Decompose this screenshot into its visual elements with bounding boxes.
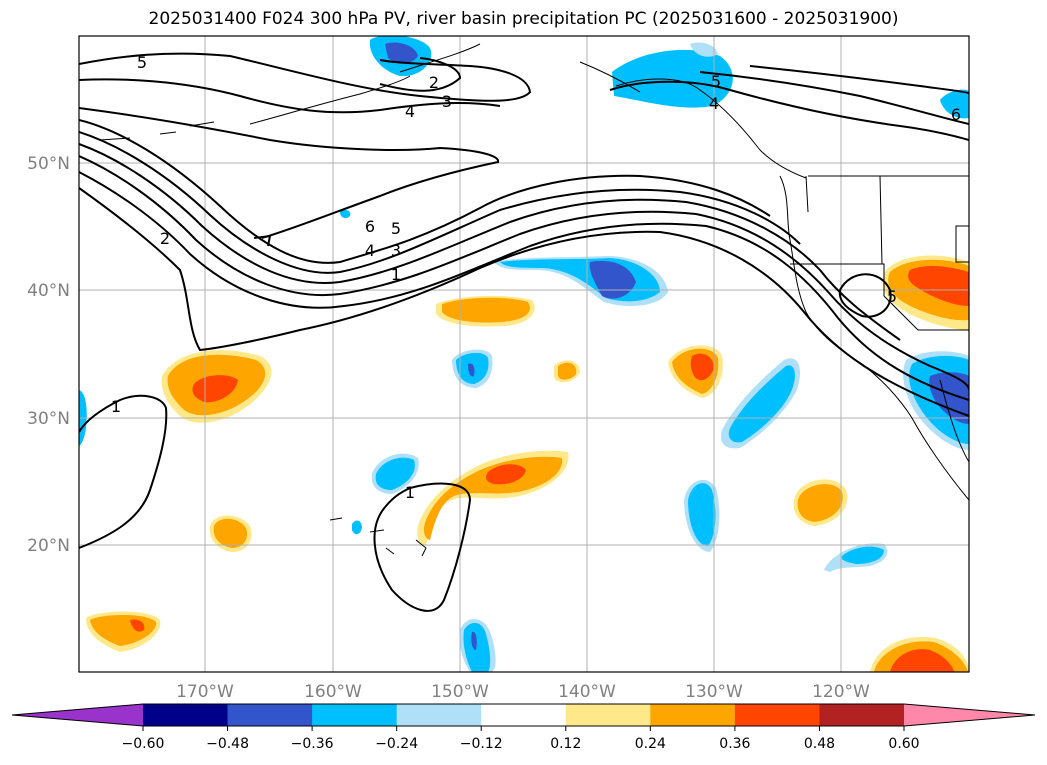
precip-negative-area — [728, 365, 795, 443]
contour-labels: 5 2 3 4 5 4 6 5 4 3 1 2 1 1 5 6 — [111, 53, 961, 502]
precip-negative-area — [688, 483, 716, 546]
precip-negative-area — [340, 209, 351, 219]
lon-label: 160°W — [304, 682, 362, 702]
lon-label: 140°W — [558, 682, 616, 702]
lat-label: 50°N — [27, 154, 70, 174]
precip-negative-area — [841, 546, 884, 564]
coastlines — [99, 43, 969, 557]
lon-label: 120°W — [812, 682, 870, 702]
precip-negative-area — [690, 42, 718, 57]
precip-positive-core — [908, 266, 969, 306]
contour-label: 2 — [429, 73, 439, 92]
colorbar-tick-label: 0.24 — [635, 736, 666, 752]
colorbar-segment — [312, 704, 398, 726]
precip-negative-area — [612, 49, 733, 108]
map-title: 2025031400 F024 300 hPa PV, river basin … — [148, 9, 899, 29]
precip-negative-area — [352, 520, 362, 535]
precip-positive-core — [192, 375, 238, 403]
colorbar-segment — [819, 704, 905, 726]
precip-negative-core — [589, 260, 636, 299]
precip-positive-core — [486, 464, 526, 485]
contour-label: 3 — [391, 241, 401, 260]
colorbar-extension-high — [904, 704, 1035, 726]
lat-label: 40°N — [27, 281, 70, 301]
contour-label: 4 — [709, 94, 719, 113]
precip-positive-area — [797, 484, 843, 522]
colorbar: −0.60 −0.48 −0.36 −0.24 −0.12 0.12 0.24 0.36 0.4… — [11, 703, 1036, 752]
contour-label: 1 — [111, 397, 121, 416]
map-frame — [78, 35, 970, 673]
colorbar-tick-label: 0.48 — [804, 736, 835, 752]
pv-contours — [79, 52, 969, 612]
colorbar-tick-label: −0.48 — [206, 736, 249, 752]
lon-label: 150°W — [431, 682, 489, 702]
precip-positive-area — [213, 518, 248, 548]
precip-positive-core — [690, 353, 714, 381]
colorbar-tick-label: −0.36 — [291, 736, 334, 752]
lon-label: 130°W — [685, 682, 743, 702]
colorbar-segment — [481, 704, 567, 726]
colorbar-segment — [734, 704, 820, 726]
colorbar-segment — [565, 704, 651, 726]
lat-label: 20°N — [27, 536, 70, 556]
precip-negative-area — [463, 622, 491, 672]
precip-negative-core — [468, 363, 475, 377]
precip-positive-area — [423, 456, 563, 540]
precip-positive-core — [130, 619, 145, 632]
colorbar-tick-label: 0.60 — [888, 736, 919, 752]
colorbar-tick-label: −0.60 — [122, 736, 165, 752]
contour-label: 4 — [405, 102, 415, 121]
longitude-labels: 170°W 160°W 150°W 140°W 130°W 120°W — [176, 682, 870, 702]
contour-label: 5 — [391, 219, 401, 238]
colorbar-segment — [650, 704, 736, 726]
precip-negative-area — [375, 457, 415, 490]
precip-negative-core — [929, 372, 969, 424]
precip-negative-area — [940, 89, 969, 119]
lat-label: 30°N — [27, 409, 70, 429]
contour-label: 6 — [951, 105, 961, 124]
contour-label: 5 — [711, 72, 721, 91]
contour-label: 5 — [887, 287, 897, 306]
colorbar-segment — [396, 704, 482, 726]
colorbar-segment — [143, 704, 229, 726]
precip-positive-area — [558, 362, 577, 380]
contour-label: 4 — [365, 241, 375, 260]
latitude-labels: 50°N 40°N 30°N 20°N — [27, 154, 70, 556]
precip-positive-area — [442, 297, 530, 323]
colorbar-tick-label: −0.24 — [375, 736, 418, 752]
gridlines — [79, 36, 969, 672]
colorbar-tick-label: −0.12 — [460, 736, 503, 752]
lon-label: 170°W — [176, 682, 234, 702]
colorbar-tick-label: 0.36 — [719, 736, 750, 752]
colorbar-extension-low — [12, 704, 143, 726]
precip-negative-core — [471, 631, 477, 650]
contour-label: 6 — [365, 217, 375, 236]
colorbar-segment — [227, 704, 313, 726]
contour-label: 5 — [137, 53, 147, 72]
contour-label: 1 — [405, 483, 415, 502]
precip-positive-core — [890, 649, 954, 672]
colorbar-tick-label: 0.12 — [550, 736, 581, 752]
contour-label: 3 — [442, 92, 452, 111]
contour-label: 1 — [391, 265, 401, 284]
precip-negative-core — [385, 42, 418, 63]
contour-label: 2 — [160, 229, 170, 248]
